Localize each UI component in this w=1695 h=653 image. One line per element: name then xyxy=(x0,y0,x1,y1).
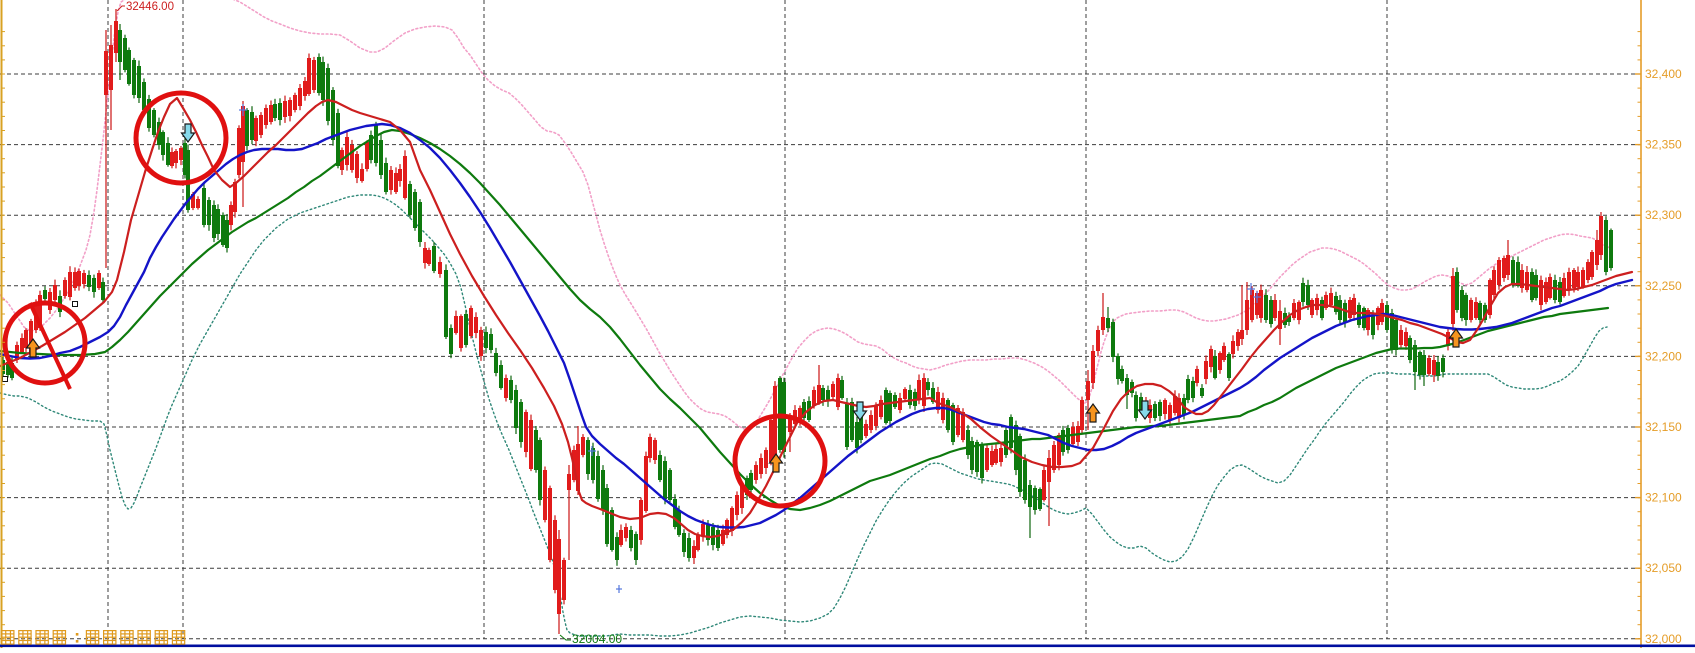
svg-text:32,400: 32,400 xyxy=(1645,67,1682,81)
svg-text:32,000: 32,000 xyxy=(1645,632,1682,646)
svg-text:32,100: 32,100 xyxy=(1645,491,1682,505)
svg-text:32446.00: 32446.00 xyxy=(126,1,174,13)
svg-text:32,300: 32,300 xyxy=(1645,208,1682,222)
svg-text:32,200: 32,200 xyxy=(1645,349,1682,363)
svg-text:32004.00: 32004.00 xyxy=(572,632,622,646)
svg-text:32,350: 32,350 xyxy=(1645,138,1682,152)
svg-text:32,150: 32,150 xyxy=(1645,420,1682,434)
svg-text:32,050: 32,050 xyxy=(1645,561,1682,575)
svg-text:32,250: 32,250 xyxy=(1645,279,1682,293)
